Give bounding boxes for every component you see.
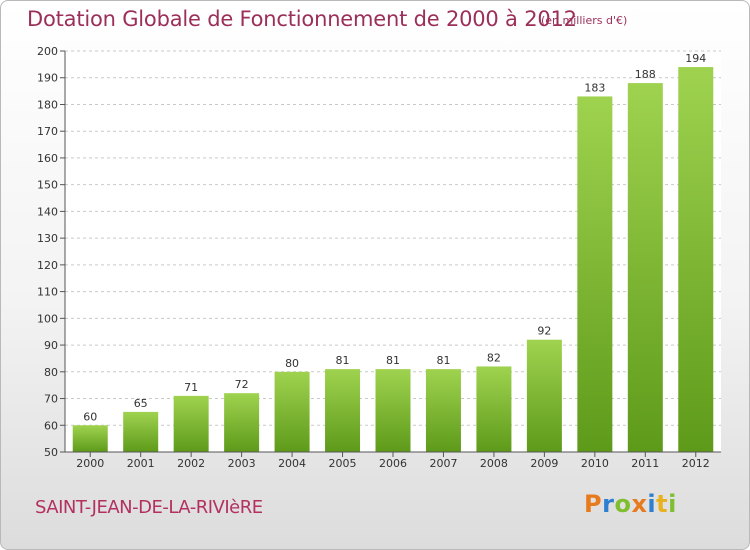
x-tick-label: 2001: [127, 457, 155, 470]
x-tick-label: 2002: [177, 457, 205, 470]
bar-value-label: 81: [336, 354, 350, 367]
bars: [72, 67, 714, 453]
x-tick-label: 2006: [379, 457, 407, 470]
bar: [274, 371, 310, 452]
y-tick-label: 90: [44, 339, 58, 352]
y-tick-label: 120: [37, 259, 58, 272]
bar: [375, 369, 411, 452]
y-tick-label: 60: [44, 419, 58, 432]
x-tick-label: 2011: [631, 457, 659, 470]
x-tick-label: 2007: [429, 457, 457, 470]
x-tick-label: 2005: [329, 457, 357, 470]
y-tick-label: 170: [37, 125, 58, 138]
logo-letter: t: [656, 490, 669, 518]
x-tick-label: 2008: [480, 457, 508, 470]
x-tick-label: 2010: [581, 457, 609, 470]
axes: 50 60 70 80 90 100 110 120 130 140 150 160 170 180 190…: [37, 45, 721, 470]
bar: [526, 339, 562, 452]
bar-value-label: 80: [285, 357, 299, 370]
y-tick-label: 80: [44, 366, 58, 379]
proxiti-logo: Proxiti: [584, 490, 677, 518]
logo-letter: x: [631, 490, 648, 518]
logo-letter: P: [584, 490, 603, 518]
data-labels: 60 65 71 72 80 81 81 81 82 92 183 188 194: [83, 52, 706, 423]
y-tick-label: 150: [37, 179, 58, 192]
bar-value-label: 82: [487, 351, 501, 364]
bar: [678, 67, 714, 452]
bar: [173, 395, 209, 452]
bar-value-label: 194: [685, 52, 706, 65]
y-tick-label: 180: [37, 98, 58, 111]
bar: [72, 425, 108, 452]
x-tick-label: 2009: [530, 457, 558, 470]
bar: [325, 369, 361, 452]
logo-letter: i: [668, 490, 677, 518]
x-tick-label: 2012: [682, 457, 710, 470]
bar-value-label: 72: [235, 378, 249, 391]
bar: [123, 411, 159, 452]
y-tick-label: 130: [37, 232, 58, 245]
x-tick-label: 2004: [278, 457, 306, 470]
y-tick-label: 140: [37, 205, 58, 218]
bar-value-label: 81: [386, 354, 400, 367]
bar-value-label: 92: [537, 325, 551, 338]
chart-title: Dotation Globale de Fonctionnement de 20…: [27, 7, 577, 31]
y-tick-label: 110: [37, 286, 58, 299]
bar: [627, 83, 663, 452]
bar-value-label: 81: [436, 354, 450, 367]
bar-value-label: 65: [134, 397, 148, 410]
y-tick-label: 190: [37, 72, 58, 85]
bar: [224, 393, 260, 452]
logo-letter: r: [602, 490, 615, 518]
y-tick-label: 100: [37, 312, 58, 325]
bar: [476, 366, 512, 452]
y-tick-label: 70: [44, 393, 58, 406]
logo-letter: i: [647, 490, 657, 518]
y-tick-label: 50: [44, 446, 58, 459]
commune-name: SAINT-JEAN-DE-LA-RIVIèRE: [35, 497, 263, 518]
bar: [425, 369, 461, 452]
bar: [577, 96, 613, 453]
y-tick-label: 160: [37, 152, 58, 165]
bar-value-label: 71: [184, 381, 198, 394]
bar-value-label: 188: [635, 68, 656, 81]
bar-value-label: 183: [584, 81, 605, 94]
y-tick-label: 200: [37, 45, 58, 58]
bar-value-label: 60: [83, 410, 97, 423]
x-tick-label: 2003: [228, 457, 256, 470]
chart-unit-subtitle: (en milliers d'€): [541, 14, 628, 27]
logo-letter: o: [614, 490, 632, 518]
x-tick-label: 2000: [76, 457, 104, 470]
